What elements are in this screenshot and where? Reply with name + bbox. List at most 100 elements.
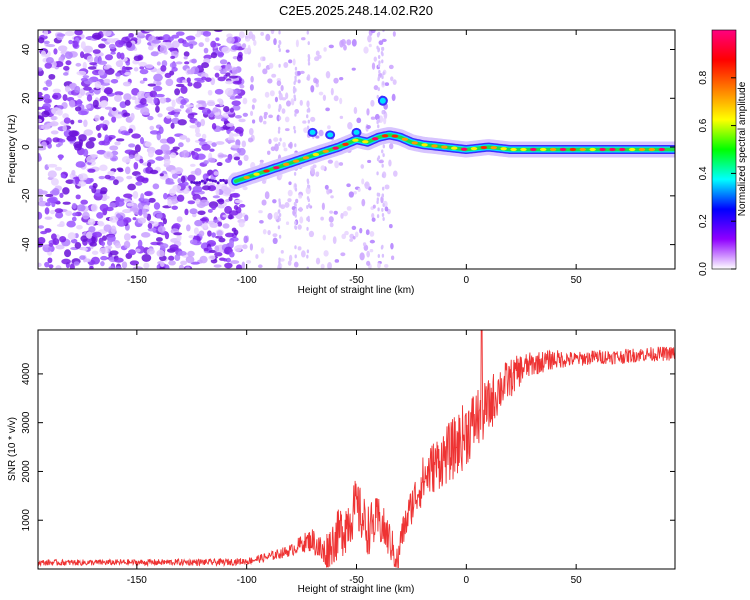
spectrogram-noise-cell xyxy=(225,72,231,77)
spectrogram-noise-cell xyxy=(270,30,275,35)
spectrogram-noise-cell xyxy=(210,40,217,48)
spectrogram-noise-cell xyxy=(97,220,104,225)
spectrogram-noise-cell xyxy=(77,119,83,123)
spectrogram-noise-cell xyxy=(100,255,108,261)
spectrogram-noise-cell xyxy=(377,155,381,160)
spectrogram-noise-cell xyxy=(284,202,290,208)
spectrogram-noise-cell xyxy=(174,254,181,262)
spectrogram-noise-cell xyxy=(378,159,384,164)
spectrogram-noise-cell xyxy=(56,223,65,227)
spectrogram-noise-cell xyxy=(301,250,306,258)
spectrogram-noise-cell xyxy=(297,79,301,84)
spectrogram-noise-cell xyxy=(323,47,327,52)
spectrogram-noise-cell xyxy=(377,47,381,52)
spectrogram-noise-cell xyxy=(174,167,184,175)
spectrogram-noise-cell xyxy=(265,33,271,42)
spectrogram-noise-cell xyxy=(363,46,369,54)
spectrogram-noise-cell xyxy=(137,90,147,99)
spectrogram-noise-cell xyxy=(238,203,246,208)
spectrogram-noise-cell xyxy=(42,86,49,91)
spectrogram-noise-cell xyxy=(114,114,123,119)
spectrogram-ridge-peak xyxy=(322,149,329,153)
spectrogram-noise-cell xyxy=(207,220,216,225)
spectrogram-noise-cell xyxy=(214,245,220,252)
spectrogram-noise-cell xyxy=(212,195,220,199)
spectrogram-noise-cell xyxy=(315,82,319,88)
spectrogram-noise-cell xyxy=(190,261,200,265)
spectrogram-noise-cell xyxy=(238,147,246,156)
spectrogram-noise-cell xyxy=(249,243,254,251)
spectrogram-noise-cell xyxy=(162,34,171,42)
spectrogram-noise-cell xyxy=(114,242,122,249)
spectrogram-noise-cell xyxy=(381,213,385,218)
spectrogram-noise-cell xyxy=(152,183,160,190)
spectrogram-noise-cell xyxy=(180,260,188,265)
spectrogram-noise-cell xyxy=(110,78,119,84)
spectrogram-noise-cell xyxy=(315,257,321,265)
spectrogram-noise-cell xyxy=(155,81,162,86)
spectrogram-noise-cell xyxy=(207,89,213,96)
spectrogram-noise-cell xyxy=(115,60,124,68)
spectrogram-noise-cell xyxy=(159,97,167,104)
spectrogram-noise-cell xyxy=(193,81,202,89)
spectrogram-noise-cell xyxy=(187,82,193,87)
spectrogram-ridge-peak xyxy=(658,147,666,152)
spectrogram-noise-cell xyxy=(220,65,227,69)
spectrogram-noise-cell xyxy=(353,106,358,114)
spectrogram-noise-cell xyxy=(278,107,281,112)
spectrogram-noise-cell xyxy=(38,37,45,44)
spectrogram-noise-cell xyxy=(306,178,310,183)
spectrogram-noise-cell xyxy=(230,260,240,264)
spectrogram-noise-cell xyxy=(295,39,299,48)
spectrogram-noise-cell xyxy=(61,258,71,265)
spectrogram-noise-cell xyxy=(246,259,252,264)
spectrogram-noise-cell xyxy=(329,222,334,228)
spectrogram-noise-cell xyxy=(63,65,70,71)
spectrogram-noise-cell xyxy=(297,246,302,251)
spectrogram-noise-cell xyxy=(370,30,376,34)
spectrogram-noise-cell xyxy=(100,85,106,91)
spectrogram-noise-cell xyxy=(189,239,198,245)
spectrogram-noise-cell xyxy=(219,178,223,182)
spectrogram-noise-cell xyxy=(133,162,139,170)
spectrogram-noise-cell xyxy=(251,104,255,110)
spectrogram-noise-cell xyxy=(44,216,53,220)
spectrogram-noise-cell xyxy=(367,159,372,163)
spectrogram-noise-cell xyxy=(193,148,202,152)
spectrogram-noise-cell xyxy=(89,177,94,183)
spectrogram-noise-cell xyxy=(238,118,246,123)
spectrogram-ridge-peak xyxy=(253,172,260,176)
spectrogram-noise-cell xyxy=(80,41,86,50)
spectrogram-noise-cell xyxy=(98,43,106,49)
spectrogram-noise-cell xyxy=(306,125,310,130)
spectrogram-noise-cell xyxy=(199,255,208,264)
spectrogram-noise-cell xyxy=(189,163,196,167)
spectrogram-noise-cell xyxy=(235,95,243,99)
spectrogram-noise-cell xyxy=(188,235,194,239)
spectrogram-noise-cell xyxy=(207,230,212,237)
spectrogram-ridge-peak xyxy=(500,147,507,151)
spectrogram-noise-cell xyxy=(169,244,179,251)
spectrogram-noise-cell xyxy=(175,61,183,65)
spectrogram-noise-cell xyxy=(45,202,51,207)
spectrogram-noise-cell xyxy=(43,30,49,37)
spectrogram-noise-cell xyxy=(79,255,86,260)
spectrogram-noise-cell xyxy=(38,211,43,220)
spectrogram-noise-cell xyxy=(71,202,77,210)
spectrogram-noise-cell xyxy=(88,226,96,233)
spectrogram-noise-cell xyxy=(381,253,385,258)
spectrogram-noise-cell xyxy=(257,62,262,68)
spectrogram-ridge-peak xyxy=(352,138,359,142)
spectrogram-noise-cell xyxy=(301,37,306,41)
spectrogram-noise-cell xyxy=(268,62,274,69)
spectrogram-noise-cell xyxy=(78,134,87,142)
spectrogram-noise-cell xyxy=(166,136,176,144)
spectrogram-noise-cell xyxy=(278,126,281,131)
spectrogram-noise-cell xyxy=(139,158,144,164)
spectrogram-noise-cell xyxy=(195,132,202,138)
spectrogram-noise-cell xyxy=(320,165,326,171)
spectrogram-noise-cell xyxy=(278,234,282,239)
spectrogram-noise-cell xyxy=(185,35,196,41)
spectrogram-noise-cell xyxy=(180,85,188,94)
spectrogram-noise-cell xyxy=(368,43,372,48)
